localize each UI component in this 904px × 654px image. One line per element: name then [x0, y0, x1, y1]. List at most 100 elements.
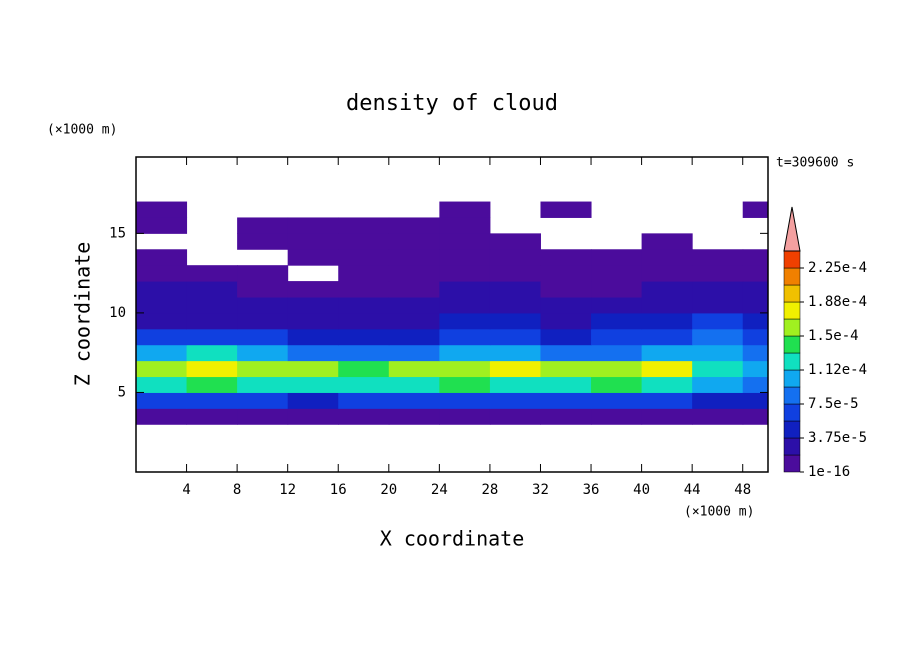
- contour-cell: [591, 312, 643, 330]
- chart-title: density of cloud: [346, 91, 558, 116]
- colorbar-tick-label: 1.5e-4: [808, 328, 859, 344]
- colorbar-band: [783, 420, 801, 439]
- contour-cell: [641, 360, 693, 378]
- contour-cell: [287, 233, 339, 250]
- contour-cell: [338, 249, 390, 266]
- contour-cell: [641, 344, 693, 362]
- contour-cell: [540, 344, 592, 362]
- contour-cell: [388, 344, 440, 362]
- contour-cell: [439, 233, 491, 250]
- contour-cell: [692, 392, 744, 409]
- contour-cell: [287, 249, 339, 266]
- contour-cell: [136, 201, 188, 218]
- contour-cell: [591, 297, 643, 314]
- contour-cell: [692, 360, 744, 378]
- contour-cell: [692, 265, 744, 282]
- contour-cell: [692, 376, 744, 393]
- contour-cell: [186, 312, 238, 330]
- x-tick-label: 32: [532, 482, 549, 498]
- x-tick-label: 36: [583, 482, 600, 498]
- contour-cell: [136, 265, 188, 282]
- colorbar-band: [783, 284, 801, 303]
- x-tick-label: 16: [330, 482, 347, 498]
- contour-cell: [489, 233, 541, 250]
- contour-cell: [489, 408, 541, 425]
- contour-cell: [439, 297, 491, 314]
- contour-cell: [237, 392, 289, 409]
- contour-cell: [287, 360, 339, 378]
- contour-cell: [338, 360, 390, 378]
- contour-cell: [489, 265, 541, 282]
- x-tick-label: 48: [734, 482, 751, 498]
- contour-cell: [742, 249, 768, 266]
- contour-cell: [489, 344, 541, 362]
- plot-frame: [135, 156, 769, 473]
- colorbar-band: [783, 335, 801, 354]
- contour-cell: [237, 360, 289, 378]
- contour-cell: [591, 328, 643, 346]
- x-tick-label: 12: [279, 482, 296, 498]
- contour-cell: [742, 360, 768, 378]
- contour-cell: [287, 392, 339, 409]
- contour-cell: [186, 408, 238, 425]
- colorbar-band: [783, 386, 801, 405]
- contour-cell: [540, 360, 592, 378]
- contour-cell: [136, 281, 188, 298]
- contour-cell: [338, 297, 390, 314]
- contour-cell: [388, 312, 440, 330]
- contour-cell: [186, 265, 238, 282]
- contour-cell: [287, 281, 339, 298]
- x-tick-label: 28: [481, 482, 498, 498]
- y-axis-label: Z coordinate: [71, 242, 95, 387]
- contour-cell: [641, 392, 693, 409]
- contour-cell: [489, 297, 541, 314]
- contour-cell: [237, 233, 289, 250]
- contour-cell: [489, 328, 541, 346]
- contour-cell: [641, 328, 693, 346]
- contour-cell: [439, 360, 491, 378]
- contour-cell: [439, 328, 491, 346]
- contour-cell: [338, 328, 390, 346]
- contour-cell: [388, 360, 440, 378]
- contour-cell: [540, 281, 592, 298]
- contour-cell: [540, 265, 592, 282]
- contour-cell: [388, 376, 440, 393]
- y-tick-label: 10: [109, 305, 126, 321]
- colorbar-band: [783, 454, 801, 473]
- contour-cell: [237, 312, 289, 330]
- colorbar-tick-label: 7.5e-5: [808, 396, 859, 412]
- contour-cell: [591, 376, 643, 393]
- contour-cell: [388, 328, 440, 346]
- contour-cell: [136, 360, 188, 378]
- contour-cell: [591, 392, 643, 409]
- colorbar-tick-label: 2.25e-4: [808, 260, 867, 276]
- contour-cell: [742, 408, 768, 425]
- contour-cell: [641, 233, 693, 250]
- colorbar-band: [783, 267, 801, 286]
- colorbar-extension: [783, 206, 801, 252]
- contour-cell: [186, 328, 238, 346]
- contour-cell: [439, 281, 491, 298]
- contour-cell: [742, 392, 768, 409]
- contour-cell: [540, 201, 592, 218]
- contour-cell: [641, 297, 693, 314]
- contour-cell: [338, 392, 390, 409]
- contour-cell: [641, 408, 693, 425]
- contour-cell: [388, 392, 440, 409]
- contour-cell: [439, 392, 491, 409]
- contour-cell: [641, 249, 693, 266]
- contour-cell: [338, 344, 390, 362]
- contour-cell: [237, 408, 289, 425]
- x-tick-label: 20: [380, 482, 397, 498]
- contour-cell: [540, 408, 592, 425]
- contour-cell: [439, 265, 491, 282]
- contour-cell: [489, 376, 541, 393]
- contour-cell: [692, 328, 744, 346]
- contour-cell: [136, 312, 188, 330]
- contour-cell: [237, 217, 289, 234]
- contour-cell: [439, 249, 491, 266]
- contour-cell: [692, 249, 744, 266]
- x-tick-label: 44: [684, 482, 701, 498]
- contour-cell: [287, 376, 339, 393]
